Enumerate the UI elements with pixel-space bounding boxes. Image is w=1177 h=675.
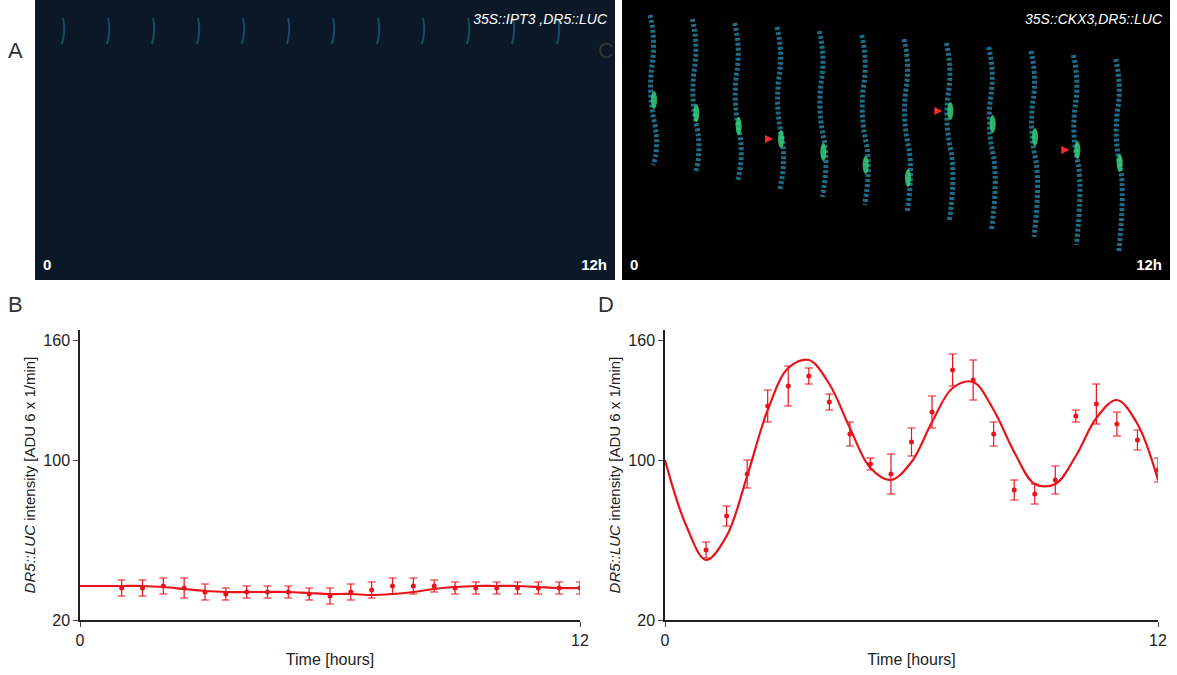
svg-text:DR5::LUC intensity [ADU 6 x 1/: DR5::LUC intensity [ADU 6 x 1/min] (21, 357, 38, 594)
svg-text:12: 12 (571, 632, 589, 649)
html-text:C: C (598, 38, 614, 63)
html-text:A: A (8, 38, 23, 63)
svg-text:0: 0 (661, 632, 670, 649)
svg-text:100: 100 (43, 452, 70, 469)
html-text:D: D (598, 292, 614, 317)
svg-text:Time [hours]: Time [hours] (286, 651, 374, 668)
html-text:B: B (8, 292, 23, 317)
svg-text:DR5::LUC intensity [ADU 6 x 1/: DR5::LUC intensity [ADU 6 x 1/min] (606, 357, 623, 594)
svg-text:35S::IPT3 ,DR5::LUC: 35S::IPT3 ,DR5::LUC (473, 11, 608, 27)
svg-text:35S::CKX3,DR5::LUC: 35S::CKX3,DR5::LUC (1025, 11, 1163, 27)
svg-text:20: 20 (637, 612, 655, 629)
svg-text:160: 160 (43, 332, 70, 349)
svg-text:0: 0 (76, 632, 85, 649)
svg-text:12: 12 (1149, 632, 1167, 649)
svg-text:0: 0 (630, 256, 638, 273)
svg-text:100: 100 (628, 452, 655, 469)
svg-text:Time [hours]: Time [hours] (867, 651, 955, 668)
svg-text:12h: 12h (581, 256, 607, 273)
svg-text:20: 20 (52, 612, 70, 629)
svg-text:0: 0 (43, 256, 51, 273)
svg-text:12h: 12h (1136, 256, 1162, 273)
svg-text:160: 160 (628, 332, 655, 349)
